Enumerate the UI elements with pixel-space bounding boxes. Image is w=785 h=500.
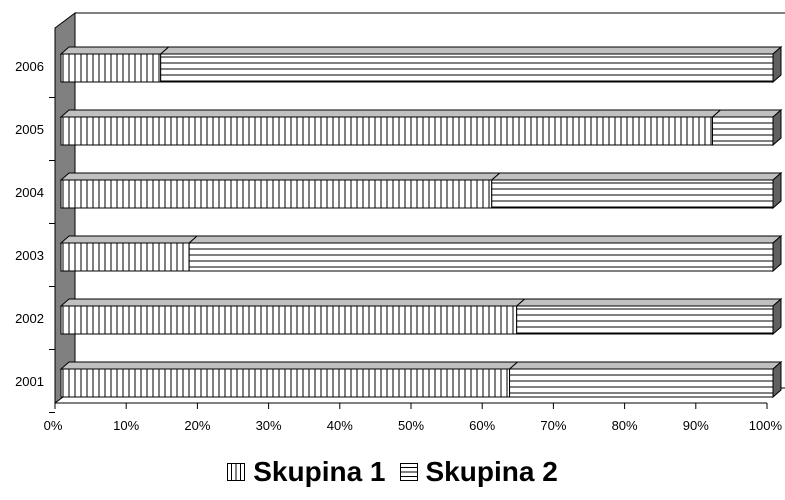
chart-area: 2001 2002 2003 2004 2005 2006 0% 10% 20% 30% 40% 50… (15, 12, 785, 433)
bar-top-face (59, 298, 527, 307)
bar-top-face (59, 235, 199, 244)
legend-swatch-horizontal-lines-icon (399, 463, 418, 481)
bar-top-face (59, 109, 722, 118)
x-tick-label: 50% (398, 418, 424, 433)
bar-2005-skupina-2 (711, 116, 774, 146)
bar-2006-skupina-2 (160, 53, 774, 83)
x-tick-label: 70% (540, 418, 566, 433)
bars-layer (59, 45, 783, 399)
x-tick-label: 90% (683, 418, 709, 433)
bar-side-face (772, 45, 782, 84)
bar-side-face (772, 234, 782, 273)
bar-top-face (515, 298, 783, 307)
bar-side-face (772, 108, 782, 147)
bar-2001-skupina-2 (509, 368, 774, 398)
bar-side-face (772, 297, 782, 336)
bar-top-face (711, 109, 783, 118)
ticks-layer: 2001 2002 2003 2004 2005 2006 0% 10% 20% 30% 40% 50… (15, 59, 782, 433)
y-tick-label: 2003 (15, 248, 44, 263)
legend-item-series-1: Skupina 1 (227, 456, 386, 488)
x-tick-label: 40% (327, 418, 353, 433)
x-tick-label: 10% (113, 418, 139, 433)
x-tick-label: 80% (612, 418, 638, 433)
legend-swatch-vertical-lines-icon (227, 463, 246, 481)
bar-top-face (59, 361, 519, 370)
bar-2006-skupina-1 (60, 53, 162, 83)
bar-2001-skupina-1 (60, 368, 511, 398)
bar-top-face (490, 172, 783, 181)
y-tick-label: 2004 (15, 185, 44, 200)
bar-2005-skupina-1 (60, 116, 713, 146)
y-tick-label: 2002 (15, 311, 44, 326)
legend-item-series-2: Skupina 2 (399, 456, 558, 488)
legend-label-series-1: Skupina 1 (253, 456, 386, 487)
x-tick-label: 30% (256, 418, 282, 433)
bar-top-face (159, 46, 783, 55)
y-tick-label: 2001 (15, 374, 44, 389)
x-tick-label: 100% (749, 418, 783, 433)
y-tick-label: 2006 (15, 59, 44, 74)
bar-top-face (187, 235, 783, 244)
x-tick-label: 0% (44, 418, 63, 433)
bar-2002-skupina-2 (516, 305, 774, 335)
bar-side-face (772, 171, 782, 210)
x-tick-label: 20% (184, 418, 210, 433)
bar-top-face (59, 46, 171, 55)
bar-side-face (772, 360, 782, 399)
legend-label-series-2: Skupina 2 (425, 456, 558, 487)
bar-2003-skupina-2 (188, 242, 774, 272)
x-tick-label: 60% (469, 418, 495, 433)
bar-2004-skupina-1 (60, 179, 493, 209)
bar-top-face (508, 361, 783, 370)
bar-2003-skupina-1 (60, 242, 190, 272)
legend: Skupina 1 Skupina 2 (0, 450, 785, 494)
bar-2004-skupina-2 (491, 179, 774, 209)
bar-2002-skupina-1 (60, 305, 518, 335)
bar-top-face (59, 172, 502, 181)
y-tick-label: 2005 (15, 122, 44, 137)
